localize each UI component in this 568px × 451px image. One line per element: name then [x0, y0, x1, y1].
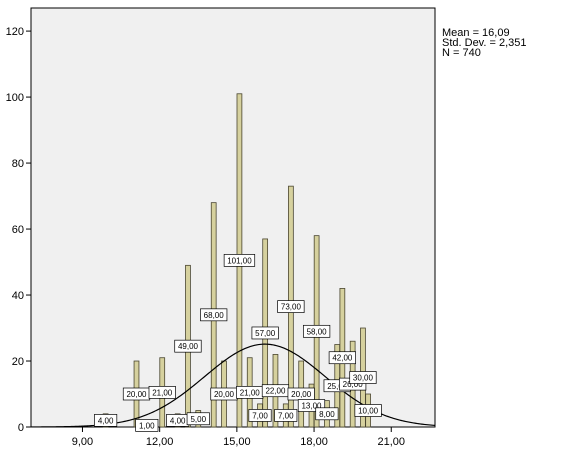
data-label-box: [328, 351, 356, 365]
data-label: 20,00: [210, 387, 238, 401]
data-label-box: [277, 300, 305, 313]
data-label: 30,00: [349, 371, 377, 384]
data-label-text: 22,00: [265, 387, 286, 396]
data-label-box: [200, 308, 228, 322]
y-tick-label: 120: [6, 26, 24, 38]
data-label: 4,00: [166, 414, 190, 427]
stats-mean: Mean = 16,09: [442, 27, 510, 39]
stats-n: N = 740: [442, 47, 481, 59]
data-label-text: 4,00: [98, 416, 114, 425]
data-label: 42,00: [328, 351, 356, 365]
x-tick-label: 9,00: [72, 436, 93, 448]
data-label-text: 26,00: [343, 380, 364, 389]
data-label: 58,00: [303, 324, 331, 338]
data-label-text: 13,00: [301, 402, 322, 411]
data-label-box: [303, 324, 331, 338]
data-label-box: [274, 409, 298, 422]
y-tick-label: 20: [12, 356, 24, 368]
data-label-text: 57,00: [255, 329, 276, 338]
y-tick-label: 100: [6, 92, 24, 104]
data-label: 4,00: [94, 414, 118, 427]
data-label-text: 58,00: [307, 327, 328, 336]
data-labels-group: 4,00 20,00 1,00 21,00 4,00 49,00 5,00 68,00 20,0…: [94, 254, 382, 432]
x-tick-label: 18,00: [300, 436, 328, 448]
data-label-text: 10,00: [358, 407, 379, 416]
plot-area: [30, 7, 436, 428]
x-tick-label: 21,00: [377, 436, 405, 448]
data-label: 7,00: [248, 409, 272, 422]
data-label: 57,00: [251, 326, 279, 340]
data-label-text: 101,00: [227, 256, 252, 265]
data-label-box: [135, 419, 159, 432]
data-label-text: 8,00: [319, 410, 335, 419]
data-label-text: 68,00: [204, 311, 225, 320]
data-label-text: 49,00: [178, 342, 199, 351]
data-label-text: 20,00: [291, 390, 312, 399]
data-label-text: 42,00: [332, 354, 353, 363]
data-label-box: [315, 407, 339, 421]
data-label: 21,00: [148, 386, 176, 399]
x-axis: 9,00 12,00 15,00 18,00 21,00: [72, 427, 405, 448]
y-tick-label: 40: [12, 290, 24, 302]
y-tick-label: 0: [18, 422, 24, 434]
data-label: 20,00: [287, 387, 315, 401]
x-tick-label: 15,00: [223, 436, 251, 448]
data-label-text: 20,00: [126, 390, 147, 399]
data-label: 73,00: [277, 300, 305, 313]
y-tick-label: 60: [12, 224, 24, 236]
stats-std-dev: Std. Dev. = 2,351: [442, 37, 527, 49]
data-label-box: [94, 414, 118, 427]
data-label-box: [354, 404, 382, 417]
data-label-text: 21,00: [240, 388, 261, 397]
data-label-text: 4,00: [170, 416, 186, 425]
data-label-box: [148, 386, 176, 399]
data-label: 20,00: [122, 387, 151, 401]
data-label-text: 21,00: [152, 388, 173, 397]
data-label: 101,00: [223, 254, 256, 267]
y-tick-label: 80: [12, 158, 24, 170]
data-label-box: [248, 409, 272, 422]
data-label-text: 20,00: [214, 390, 235, 399]
data-label-text: 25,00: [327, 382, 348, 391]
data-label: 10,00: [354, 404, 382, 417]
data-label: 21,00: [236, 386, 264, 399]
data-label-text: 73,00: [281, 303, 302, 312]
y-axis: 0 20 40 60 80 100 120: [6, 26, 31, 434]
data-label-box: [349, 371, 377, 384]
data-label-box: [251, 326, 279, 340]
data-label: 49,00: [174, 339, 202, 353]
data-label: 5,00: [186, 412, 210, 426]
data-label-text: 5,00: [190, 415, 206, 424]
data-label-box: [174, 339, 202, 353]
x-tick-label: 12,00: [146, 436, 174, 448]
data-label-text: 1,00: [139, 421, 155, 430]
data-label: 68,00: [200, 308, 228, 322]
stats-box: Mean = 16,09 Std. Dev. = 2,351 N = 740: [442, 27, 527, 59]
data-label-text: 7,00: [252, 411, 268, 420]
data-label: 8,00: [315, 407, 339, 421]
data-label-text: 7,00: [278, 411, 294, 420]
data-label-text: 30,00: [353, 374, 374, 383]
data-label: 22,00: [261, 384, 290, 398]
data-label: 7,00: [274, 409, 298, 422]
data-label-box: [186, 412, 210, 426]
data-label: 1,00: [135, 419, 159, 432]
data-label-box: [223, 254, 256, 267]
